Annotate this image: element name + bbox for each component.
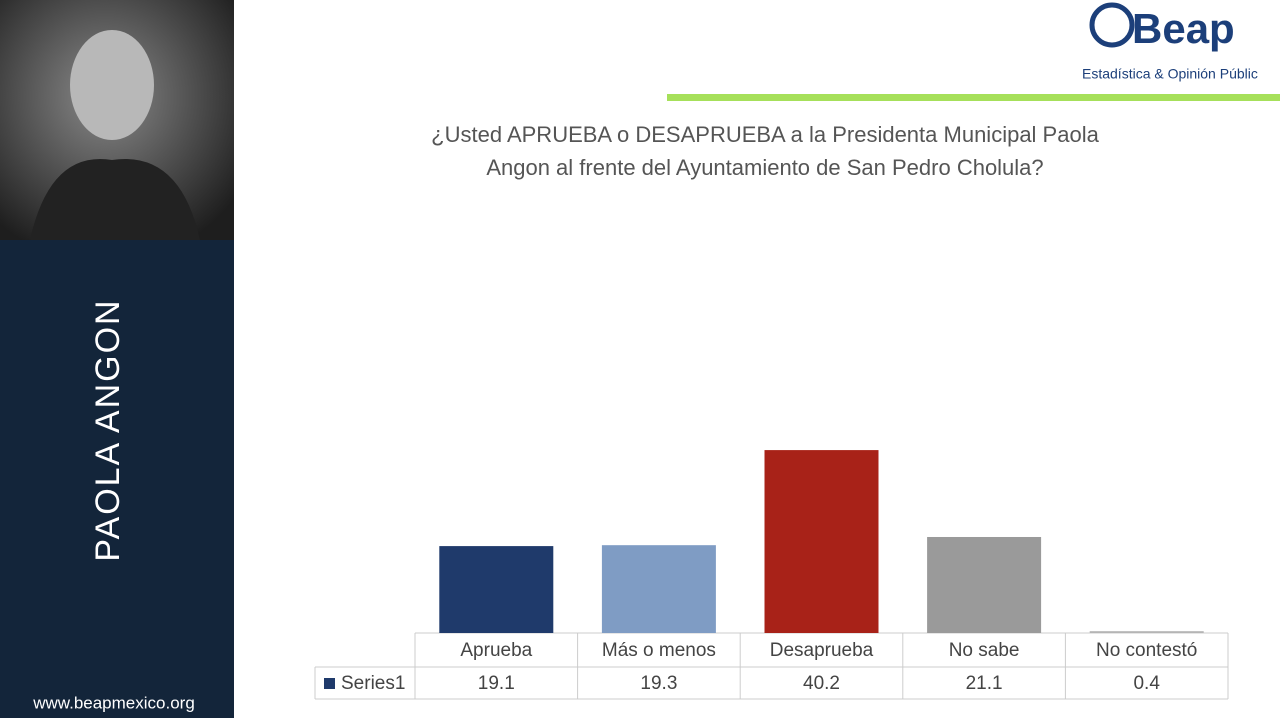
table-value: 19.3 [640, 673, 677, 694]
logo-mark [1089, 2, 1135, 48]
bar [601, 545, 716, 633]
table-value: 21.1 [966, 673, 1003, 694]
legend-swatch [324, 678, 335, 689]
x-tick-label: No contestó [1096, 640, 1197, 661]
table-value: 19.1 [478, 673, 515, 694]
chart-title: ¿Usted APRUEBA o DESAPRUEBA a la Preside… [431, 122, 1099, 180]
table-value: 0.4 [1133, 673, 1160, 694]
logo-tagline: Estadística & Opinión Públic [1082, 66, 1258, 82]
legend-label: Series1 [341, 673, 405, 694]
x-tick-label: No sabe [949, 640, 1020, 661]
photo-body [30, 159, 200, 240]
bar [439, 546, 554, 633]
bar [764, 450, 879, 633]
accent-line [667, 94, 1280, 101]
bar [927, 536, 1042, 633]
x-tick-label: Más o menos [602, 640, 716, 661]
x-tick-label: Desaprueba [770, 640, 874, 661]
sidebar [0, 240, 234, 718]
bar [1089, 631, 1204, 633]
sidebar-name: PAOLA ANGON [89, 298, 127, 561]
table-value: 40.2 [803, 673, 840, 694]
photo-face [70, 30, 154, 140]
website: www.beapmexico.org [32, 693, 195, 712]
logo-brand: Beap [1132, 5, 1235, 52]
x-tick-label: Aprueba [460, 640, 532, 661]
